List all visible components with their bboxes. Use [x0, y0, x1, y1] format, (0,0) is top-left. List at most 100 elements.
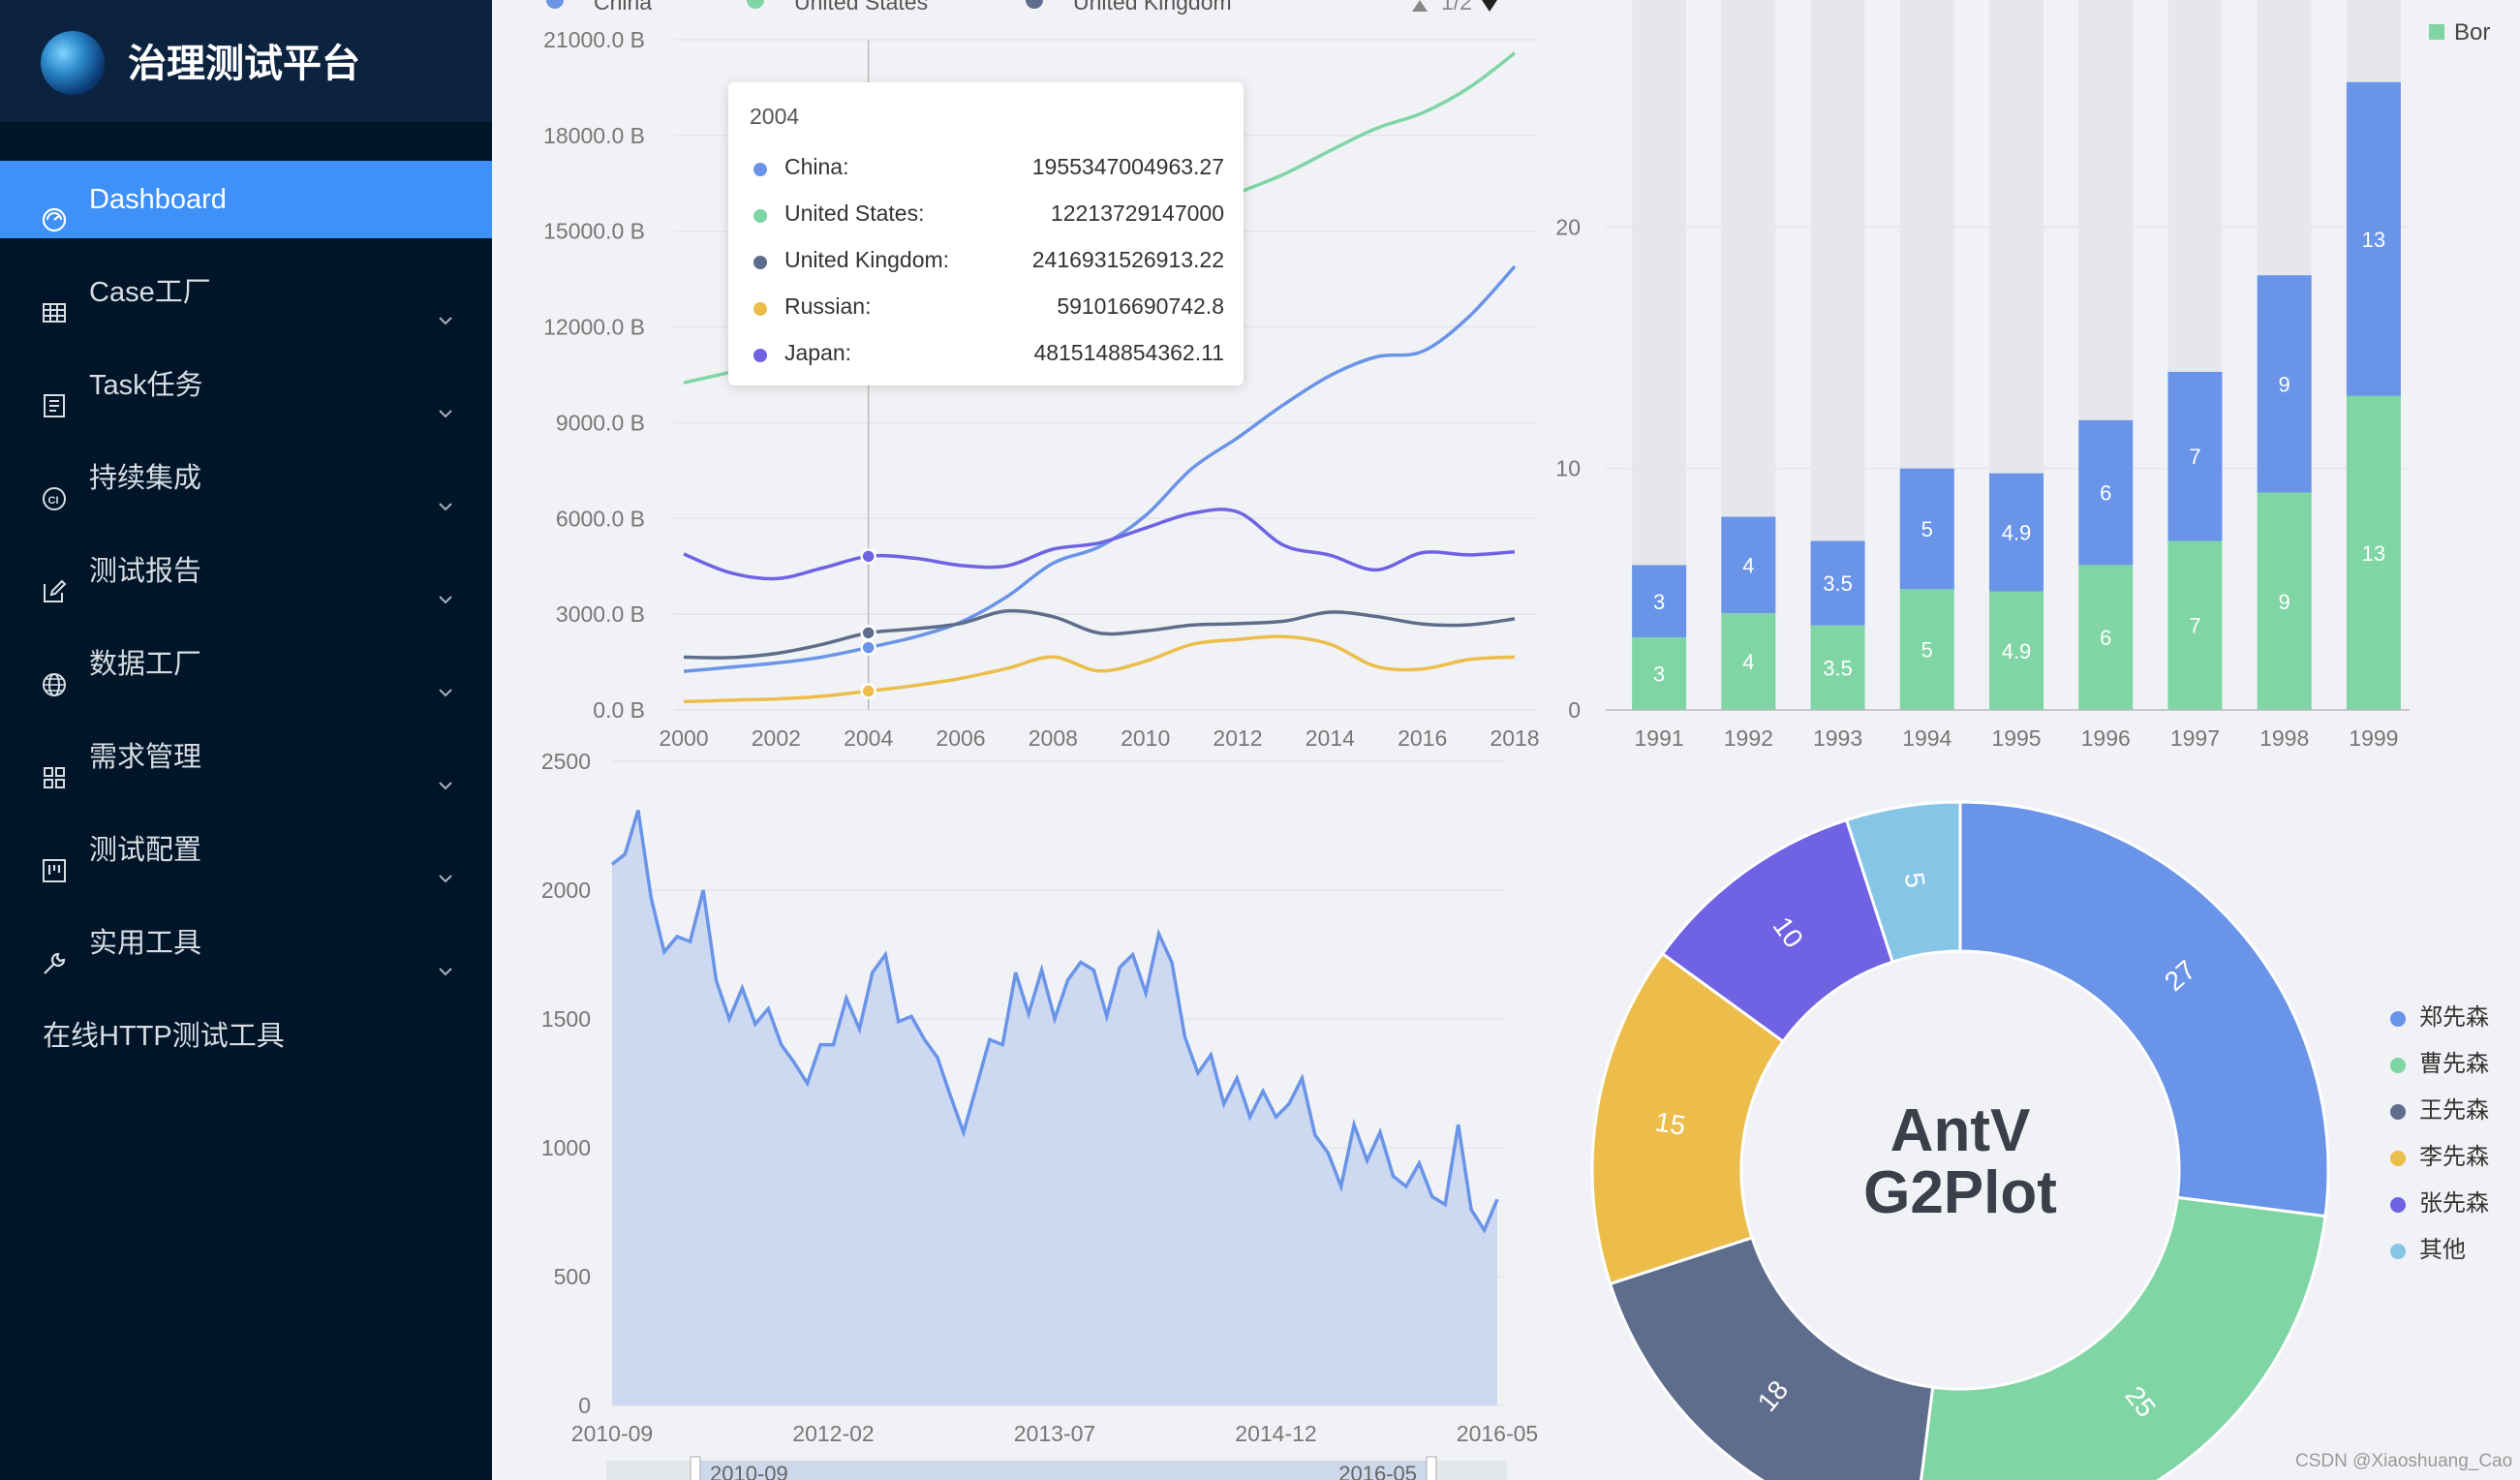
bar-data-label: 13 — [2362, 541, 2385, 566]
chevron-down-icon[interactable] — [436, 283, 455, 325]
chevron-down-icon[interactable] — [436, 376, 455, 418]
tooltip-row: China: 1955347004963.27 — [750, 150, 1224, 189]
chevron-down-icon[interactable] — [436, 841, 455, 883]
bar-segment-green — [1899, 589, 1954, 710]
x-tick-label: 2000 — [659, 725, 708, 751]
legend-label: 李先森 — [2419, 1144, 2489, 1170]
y-tick-label: 15000.0 B — [543, 219, 645, 244]
sidebar-item-3[interactable]: CI 持续集成 — [0, 440, 492, 517]
sidebar-item-6[interactable]: 需求管理 — [0, 719, 492, 796]
bar-segment-blue — [1632, 565, 1687, 638]
bar-segment-blue — [1989, 473, 2044, 592]
bar-segment-blue — [2167, 371, 2223, 541]
legend-label: 其他 — [2419, 1237, 2466, 1263]
sidebar-item-1[interactable]: Case工厂 — [0, 254, 492, 331]
sidebar-item-2[interactable]: Task任务 — [0, 347, 492, 424]
range-slider-selection[interactable] — [695, 1461, 1431, 1480]
bar-background — [1989, 0, 2044, 474]
tooltip-row: United Kingdom: 2416931526913.22 — [750, 243, 1224, 282]
x-tick-label: 1997 — [2170, 725, 2220, 751]
chevron-down-icon[interactable] — [436, 655, 455, 697]
tooltip-row: United States: 12213729147000 — [750, 197, 1224, 235]
legend-label: 曹先森 — [2419, 1051, 2489, 1077]
sidebar-item-5[interactable]: 数据工厂 — [0, 626, 492, 703]
bar-background — [1721, 0, 1776, 517]
bar-data-label: 5 — [1921, 638, 1933, 663]
bar-data-label: 3 — [1653, 663, 1665, 687]
y-tick-label: 21000.0 B — [543, 27, 645, 52]
pie-slice-5 — [1844, 800, 1962, 964]
legend-label-china: China — [594, 0, 652, 15]
sidebar-item-8[interactable]: 实用工具 — [0, 905, 492, 982]
y-tick-label: 0.0 B — [593, 697, 645, 723]
bar-segment-blue — [1899, 468, 1954, 590]
bar-data-label: 7 — [2189, 614, 2200, 638]
pie-slice-2 — [1608, 1235, 1935, 1480]
y-tick-label: 12000.0 B — [543, 315, 645, 340]
bar-segment-blue — [2346, 81, 2401, 396]
chevron-down-icon[interactable] — [436, 469, 455, 511]
y-tick-label: 0 — [578, 1393, 591, 1418]
chevron-down-icon[interactable] — [436, 934, 455, 976]
sidebar-item-4[interactable]: 测试报告 — [0, 533, 492, 610]
bar-segment-blue — [2257, 275, 2312, 493]
y-tick-label: 9000.0 B — [556, 410, 645, 435]
app-title: 治理测试平台 — [128, 43, 360, 85]
y-tick-label: 6000.0 B — [556, 506, 645, 531]
list-icon — [41, 372, 68, 417]
bar-background — [1632, 0, 1687, 566]
bar-segment-green — [1989, 591, 2044, 710]
legend-marker — [2390, 1058, 2406, 1073]
pie-slice-1 — [1920, 1195, 2327, 1480]
legend-marker — [2390, 1244, 2406, 1259]
gdp-tooltip: 2004 China: 1955347004963.27 United States… — [728, 82, 1244, 385]
chevron-down-icon[interactable] — [436, 562, 455, 604]
area-line — [610, 810, 1499, 1234]
sidebar-item-0[interactable]: Dashboard — [0, 161, 492, 238]
y-tick-label: 1500 — [541, 1006, 591, 1032]
sidebar-item-label: Case工厂 — [89, 277, 211, 308]
hover-point-japan — [860, 548, 876, 565]
bar-segment-green — [1632, 637, 1687, 710]
range-slider-end-handle[interactable] — [1426, 1456, 1437, 1480]
bar-segment-blue — [1721, 516, 1776, 614]
sidebar-item-label: 测试配置 — [89, 835, 202, 866]
y-tick-label: 3000.0 B — [556, 601, 645, 627]
tooltip-row: Russian: 591016690742.8 — [750, 290, 1224, 328]
x-tick-label: 1991 — [1635, 725, 1684, 751]
sidebar-item-7[interactable]: 测试配置 — [0, 812, 492, 889]
tooltip-dot — [753, 209, 767, 223]
tooltip-dot — [753, 302, 767, 316]
range-slider-start-handle[interactable] — [690, 1456, 701, 1480]
legend-pager: 1/2 — [1441, 0, 1472, 15]
svg-text:CI: CI — [48, 495, 59, 507]
x-tick-label: 2016 — [1398, 725, 1447, 751]
tooltip-series-value: 4815148854362.11 — [1033, 340, 1224, 365]
bar-background — [2078, 0, 2134, 420]
legend-marker — [2390, 1104, 2406, 1120]
tooltip-dot — [753, 163, 767, 176]
sidebar-item-label: 测试报告 — [89, 556, 202, 587]
bar-segment-green — [1721, 613, 1776, 710]
sidebar-item-9[interactable]: 在线HTTP测试工具 — [0, 998, 492, 1075]
tooltip-series-value: 1955347004963.27 — [1031, 154, 1224, 179]
chevron-down-icon[interactable] — [436, 748, 455, 790]
pie-slice-0 — [1958, 800, 2330, 1218]
y-tick-label: 20 — [1555, 214, 1581, 239]
bar-data-label: 6 — [2100, 481, 2111, 506]
legend-next-icon[interactable] — [1482, 0, 1497, 12]
x-tick-label: 2014 — [1306, 725, 1355, 751]
sidebar: 治理测试平台 Dashboard Case工厂 Task任务 CI 持续集成测试报告数据… — [0, 0, 492, 1480]
sidebar-item-label: 实用工具 — [89, 928, 202, 959]
pie-slice-3 — [1590, 951, 1786, 1286]
x-tick-label: 2013-07 — [1014, 1421, 1095, 1446]
legend-label: 郑先森 — [2419, 1004, 2489, 1031]
grid-icon — [41, 744, 68, 788]
legend-prev-icon[interactable] — [1412, 0, 1428, 12]
series-line-uk — [683, 608, 1516, 660]
x-tick-label: 1994 — [1902, 725, 1951, 751]
bar-background — [1810, 0, 1865, 541]
sidebar-item-label: Task任务 — [89, 370, 203, 401]
